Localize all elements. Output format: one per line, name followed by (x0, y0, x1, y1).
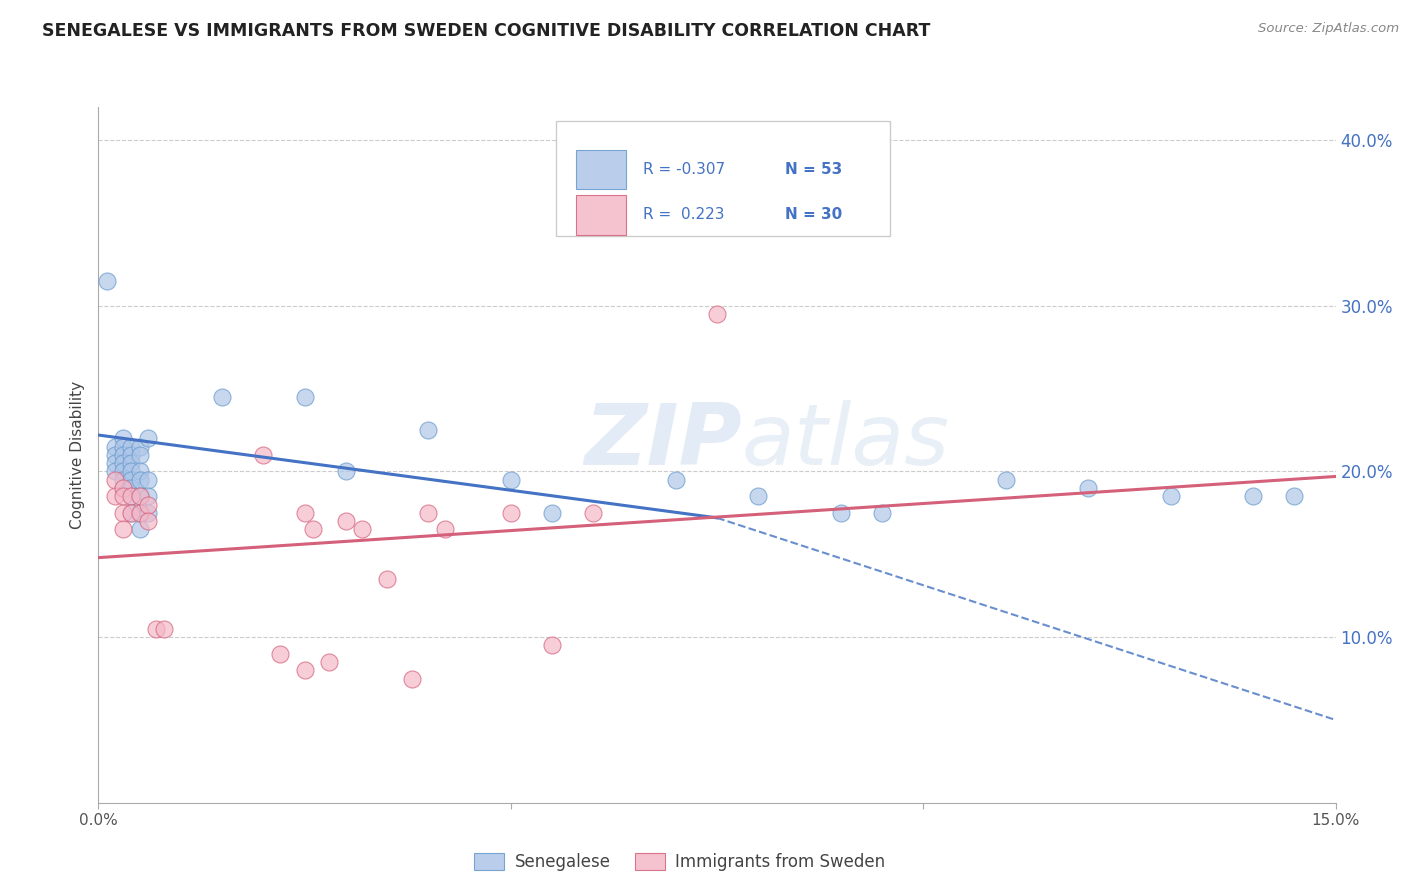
Text: ZIP: ZIP (583, 400, 742, 483)
Point (335, 514, 357, 528)
Point (128, 448, 150, 462)
Point (104, 465, 127, 479)
Text: SENEGALESE VS IMMIGRANTS FROM SWEDEN COGNITIVE DISABILITY CORRELATION CHART: SENEGALESE VS IMMIGRANTS FROM SWEDEN COG… (42, 22, 931, 40)
Text: R =  0.223: R = 0.223 (643, 207, 724, 222)
Point (433, 523, 456, 537)
Point (145, 622, 167, 636)
Point (136, 506, 159, 520)
Point (120, 489, 142, 503)
Point (128, 489, 150, 503)
Point (112, 440, 135, 454)
Point (112, 465, 135, 479)
Legend: Senegalese, Immigrants from Sweden: Senegalese, Immigrants from Sweden (468, 847, 893, 878)
Point (1284, 489, 1306, 503)
FancyBboxPatch shape (576, 195, 626, 235)
Point (120, 448, 142, 462)
Point (128, 506, 150, 520)
Point (418, 423, 440, 437)
Point (136, 489, 159, 503)
Point (136, 498, 159, 512)
Point (1241, 489, 1264, 503)
FancyBboxPatch shape (557, 121, 890, 235)
Point (294, 390, 316, 404)
Point (112, 456, 135, 470)
Point (499, 473, 522, 487)
Text: N = 30: N = 30 (785, 207, 842, 222)
Y-axis label: Cognitive Disability: Cognitive Disability (70, 381, 86, 529)
Point (104, 440, 127, 454)
Point (252, 448, 274, 462)
Point (153, 622, 176, 636)
Point (418, 506, 440, 520)
Text: N = 53: N = 53 (785, 162, 842, 178)
Point (747, 489, 769, 503)
Point (120, 506, 142, 520)
Point (112, 481, 135, 495)
Point (401, 672, 423, 686)
Point (582, 506, 605, 520)
Point (120, 481, 142, 495)
Point (120, 456, 142, 470)
Point (112, 448, 135, 462)
Point (318, 655, 340, 669)
Point (128, 473, 150, 487)
Point (269, 647, 291, 661)
Point (294, 663, 316, 677)
Point (499, 506, 522, 520)
Point (112, 506, 135, 520)
Point (706, 307, 728, 321)
Point (541, 506, 564, 520)
Point (294, 506, 316, 520)
Point (112, 523, 135, 537)
Point (1160, 489, 1182, 503)
Point (120, 506, 142, 520)
Point (104, 489, 127, 503)
Point (104, 448, 127, 462)
Point (128, 465, 150, 479)
Point (136, 514, 159, 528)
FancyBboxPatch shape (576, 150, 626, 189)
Point (128, 489, 150, 503)
Point (104, 473, 127, 487)
Point (136, 473, 159, 487)
Point (870, 506, 893, 520)
Point (302, 523, 325, 537)
Text: Source: ZipAtlas.com: Source: ZipAtlas.com (1258, 22, 1399, 36)
Point (136, 431, 159, 445)
Point (96, 274, 118, 288)
Point (665, 473, 688, 487)
Point (112, 431, 135, 445)
Point (128, 506, 150, 520)
Point (994, 473, 1017, 487)
Point (335, 465, 357, 479)
Point (128, 523, 150, 537)
Point (120, 473, 142, 487)
Point (128, 440, 150, 454)
Point (1077, 481, 1099, 495)
Text: atlas: atlas (742, 400, 950, 483)
Point (830, 506, 852, 520)
Point (120, 440, 142, 454)
Point (211, 390, 233, 404)
Point (120, 489, 142, 503)
Text: R = -0.307: R = -0.307 (643, 162, 725, 178)
Point (541, 639, 564, 653)
Point (112, 481, 135, 495)
Point (104, 456, 127, 470)
Point (112, 473, 135, 487)
Point (352, 523, 374, 537)
Point (112, 489, 135, 503)
Point (120, 465, 142, 479)
Point (375, 572, 398, 586)
